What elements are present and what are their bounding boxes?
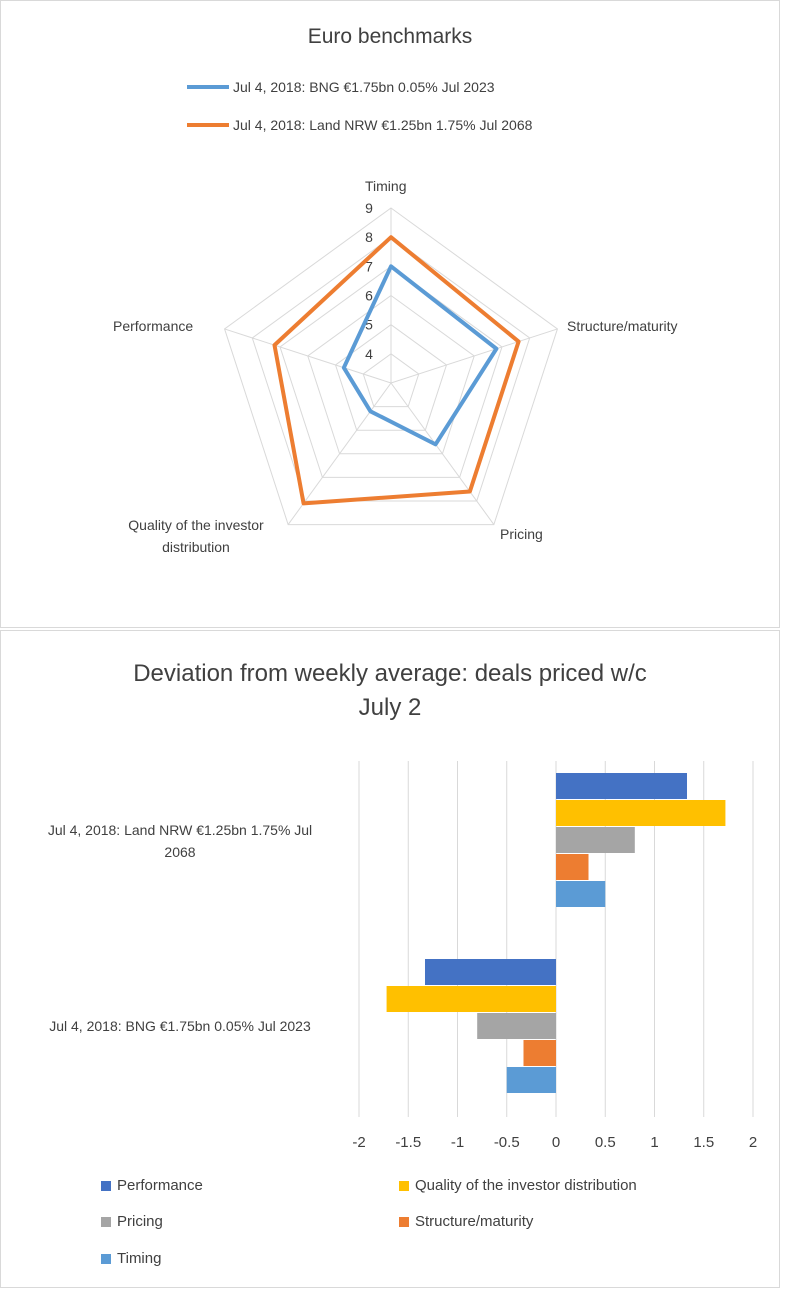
radar-series-line-nrw (272, 235, 521, 506)
radar-tick-label: 5 (365, 317, 373, 333)
bar-performance-bng (424, 959, 556, 985)
legend-line-orange (187, 123, 229, 127)
bar-x-tick-label: -1 (451, 1134, 464, 1151)
bar-legend-label-performance: Performance (117, 1177, 203, 1194)
radar-spoke (390, 382, 495, 525)
radar-grid-ring (334, 324, 448, 431)
bar-x-tick-label: 0.5 (595, 1134, 616, 1151)
bar-chart-title-line1: Deviation from weekly average: deals pri… (133, 660, 647, 687)
bar-legend-label-structure: Structure/maturity (415, 1213, 534, 1230)
bar-legend-item-timing: Timing (101, 1250, 161, 1267)
radar-grid-ring (362, 353, 420, 408)
radar-chart-title: Euro benchmarks (307, 25, 473, 48)
radar-grid-ring (251, 236, 531, 502)
legend-swatch-structure (399, 1216, 409, 1227)
bar-legend-item-quality: Quality of the investor distribution (399, 1177, 637, 1194)
bar-legend-label-timing: Timing (117, 1250, 162, 1267)
radar-axis-label-timing: Timing (365, 178, 407, 194)
radar-axis-label-quality: Quality of the investor distribution (128, 517, 264, 555)
radar-spoke (224, 328, 392, 384)
bar-category-label-nrw-line1: Jul 4, 2018: Land NRW €1.25bn 1.75% Jul (47, 822, 313, 838)
radar-grid-ring (223, 207, 559, 526)
bar-x-tick-label: 1.5 (693, 1134, 714, 1151)
radar-spoke (287, 382, 392, 525)
radar-legend-item-bng: Jul 4, 2018: BNG €1.75bn 0.05% Jul 2023 (187, 79, 495, 95)
bar-x-tick-label: 1 (650, 1134, 658, 1151)
bar-pricing-bng (477, 1013, 556, 1039)
radar-legend-label-nrw: Jul 4, 2018: Land NRW €1.25bn 1.75% Jul … (233, 117, 533, 133)
bar-performance-nrw (556, 773, 688, 799)
radar-tick-label: 9 (365, 200, 373, 216)
bar-legend-item-structure: Structure/maturity (399, 1213, 533, 1230)
bar-quality-nrw (556, 800, 726, 826)
radar-axis-label-structure: Structure/maturity (567, 318, 678, 334)
legend-swatch-quality (399, 1180, 409, 1191)
bar-legend-label-quality: Quality of the investor distribution (415, 1177, 637, 1194)
radar-grid-ring (307, 294, 475, 455)
bar-category-label-nrw: Jul 4, 2018: Land NRW €1.25bn 1.75% Jul … (9, 819, 351, 863)
bar-timing-bng (506, 1067, 556, 1093)
bar-structure-bng (523, 1040, 556, 1066)
radar-tick-label: 4 (365, 346, 373, 362)
bar-quality-bng (386, 986, 556, 1012)
bar-plot: -2 -1.5 -1 -0.5 0 0.5 1 1.5 2 (352, 761, 757, 1151)
bar-x-tick-label: 0 (552, 1134, 560, 1151)
bar-chart-title: Deviation from weekly average: deals pri… (1, 657, 779, 725)
bar-chart-title-line2: July 2 (358, 694, 422, 721)
radar-legend-item-nrw: Jul 4, 2018: Land NRW €1.25bn 1.75% Jul … (187, 117, 532, 133)
radar-plot: 4 5 6 7 8 9 (223, 200, 559, 526)
bar-x-tick-label: -2 (352, 1134, 365, 1151)
bar-chart-panel: Deviation from weekly average: deals pri… (0, 630, 780, 1288)
radar-spoke (390, 328, 558, 384)
bar-category-label-nrw-line2: 2068 (164, 844, 196, 860)
bar-legend-item-pricing: Pricing (101, 1213, 163, 1230)
bar-structure-nrw (556, 854, 589, 880)
bar-x-tick-label: 2 (749, 1134, 757, 1151)
bar-legend-item-performance: Performance (101, 1177, 203, 1194)
bar-pricing-nrw (556, 827, 635, 853)
radar-tick-label: 7 (365, 258, 373, 274)
bar-timing-nrw (556, 881, 606, 907)
radar-chart-panel: Euro benchmarks Jul 4, 2018: BNG €1.75bn… (0, 0, 780, 628)
bar-x-tick-label: -1.5 (395, 1134, 421, 1151)
radar-axis-label-performance: Performance (113, 318, 194, 334)
legend-swatch-pricing (101, 1216, 111, 1227)
radar-legend-label-bng: Jul 4, 2018: BNG €1.75bn 0.05% Jul 2023 (233, 79, 495, 95)
radar-series-line-bng (341, 264, 499, 447)
legend-line-blue (187, 85, 229, 89)
radar-grid-ring (279, 265, 503, 478)
radar-tick-label: 6 (365, 288, 373, 304)
bar-category-label-bng: Jul 4, 2018: BNG €1.75bn 0.05% Jul 2023 (49, 1018, 311, 1034)
radar-tick-label: 8 (365, 229, 373, 245)
legend-swatch-performance (101, 1180, 111, 1191)
legend-swatch-timing (101, 1253, 111, 1264)
radar-axis-label-pricing: Pricing (500, 526, 543, 542)
bar-x-tick-label: -0.5 (494, 1134, 520, 1151)
bar-legend-label-pricing: Pricing (117, 1213, 163, 1230)
